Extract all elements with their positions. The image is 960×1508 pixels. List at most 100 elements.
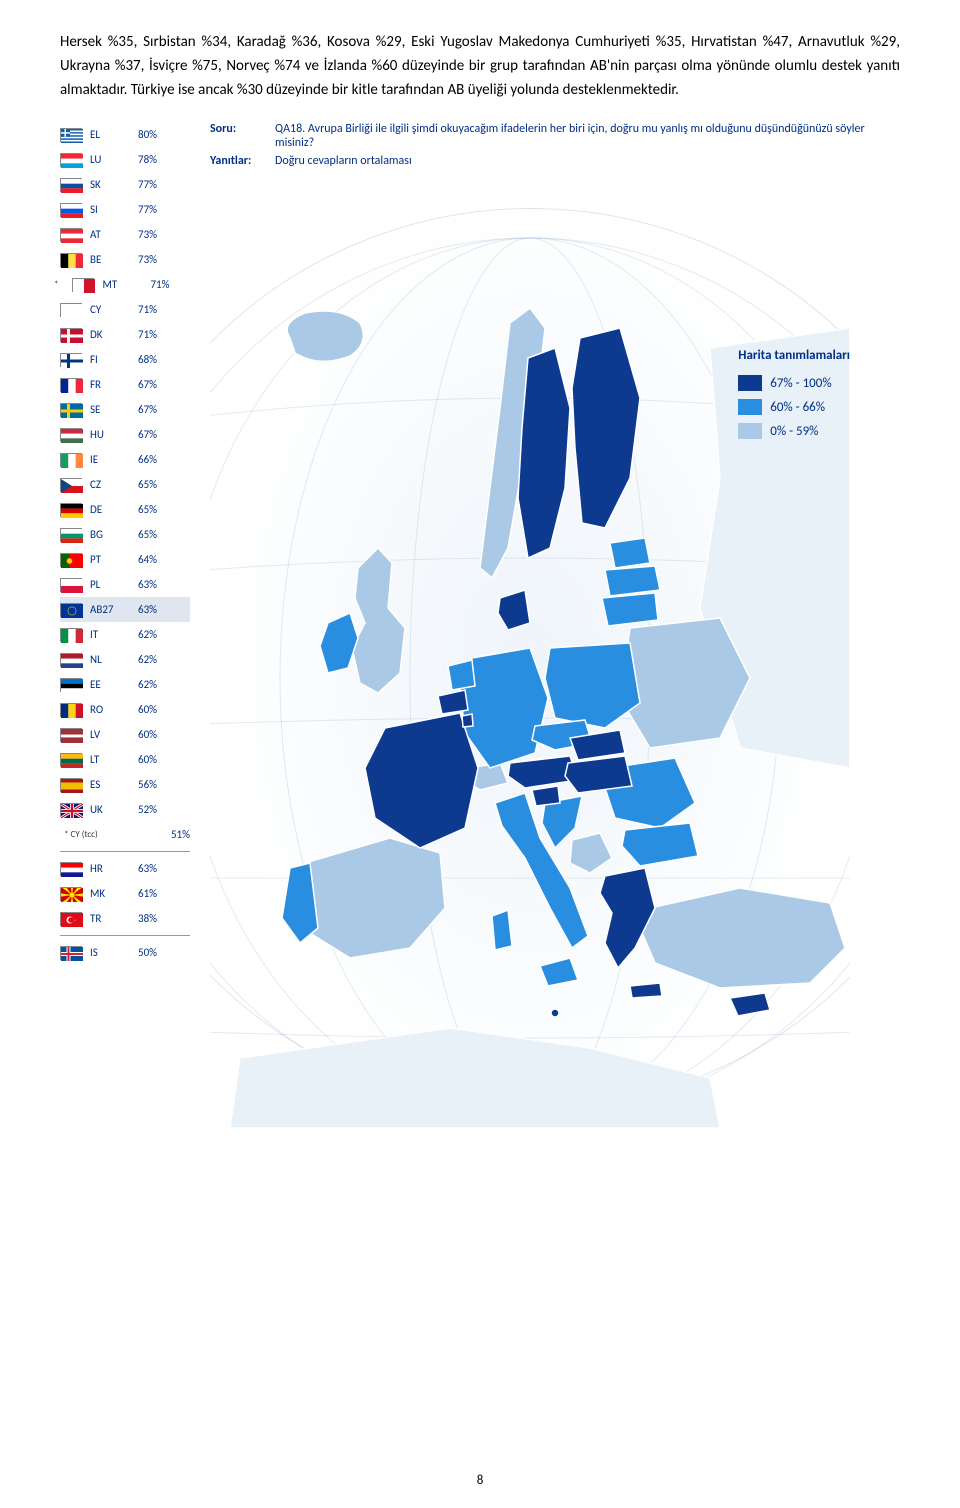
answer-label: Yanıtlar: bbox=[210, 154, 265, 168]
cy-tcc-label: * CY (tcc) bbox=[60, 829, 98, 840]
flag-mt bbox=[72, 278, 94, 292]
country-row-ie: IE 66% bbox=[60, 447, 190, 472]
country-row-ro: RO 60% bbox=[60, 697, 190, 722]
legend-swatch bbox=[738, 375, 762, 391]
country-row-ab27: AB27 63% bbox=[60, 597, 190, 622]
country-code: PT bbox=[90, 553, 130, 566]
country-code: FR bbox=[90, 378, 130, 391]
country-code: AB27 bbox=[90, 603, 130, 616]
country-pct: 73% bbox=[138, 253, 157, 266]
country-code: DK bbox=[90, 328, 130, 341]
cy-tcc-row: * CY (tcc) 51% bbox=[60, 822, 190, 847]
map-container: Harita tanımlamaları 67% - 100% 60% - 66… bbox=[210, 178, 850, 1138]
flag-sk bbox=[60, 178, 82, 192]
country-pct: 66% bbox=[138, 453, 157, 466]
flag-fr bbox=[60, 378, 82, 392]
country-pct: 63% bbox=[138, 603, 157, 616]
flag-pl bbox=[60, 578, 82, 592]
country-code: MT bbox=[102, 278, 142, 291]
country-pct: 77% bbox=[138, 203, 157, 216]
country-row-be: BE 73% bbox=[60, 247, 190, 272]
country-pct: 67% bbox=[138, 378, 157, 391]
country-code: NL bbox=[90, 653, 130, 666]
legend-swatch bbox=[738, 423, 762, 439]
country-code: IS bbox=[90, 946, 130, 959]
country-pct: 65% bbox=[138, 528, 157, 541]
separator bbox=[60, 851, 190, 852]
country-row-fr: FR 67% bbox=[60, 372, 190, 397]
country-pct: 38% bbox=[138, 912, 157, 925]
flag-bg bbox=[60, 528, 82, 542]
legend-label: 0% - 59% bbox=[770, 424, 818, 439]
map-section: Soru: QA18. Avrupa Birliği ile ilgili şi… bbox=[210, 122, 900, 1138]
country-row-pl: PL 63% bbox=[60, 572, 190, 597]
country-code: TR bbox=[90, 912, 130, 925]
country-row-bg: BG 65% bbox=[60, 522, 190, 547]
country-pct: 73% bbox=[138, 228, 157, 241]
country-code: HR bbox=[90, 862, 130, 875]
separator bbox=[60, 935, 190, 936]
country-code: ES bbox=[90, 778, 130, 791]
country-code: IE bbox=[90, 453, 130, 466]
country-pct: 62% bbox=[138, 653, 157, 666]
country-row-cz: CZ 65% bbox=[60, 472, 190, 497]
country-code: HU bbox=[90, 428, 130, 441]
flag-uk bbox=[60, 803, 82, 817]
country-code: SE bbox=[90, 403, 130, 416]
country-row-cy: CY 71% bbox=[60, 297, 190, 322]
body-paragraph: Hersek %35, Sırbistan %34, Karadağ %36, … bbox=[60, 30, 900, 102]
country-pct: 71% bbox=[150, 278, 169, 291]
cy-tcc-pct: 51% bbox=[171, 828, 190, 841]
flag-is bbox=[60, 946, 82, 960]
country-pct: 61% bbox=[138, 887, 157, 900]
country-code: RO bbox=[90, 703, 130, 716]
country-row-mk: MK 61% bbox=[60, 881, 190, 906]
flag-nl bbox=[60, 653, 82, 667]
country-row-mt: * MT 71% bbox=[60, 272, 190, 297]
country-code: IT bbox=[90, 628, 130, 641]
country-pct: 62% bbox=[138, 678, 157, 691]
flag-si bbox=[60, 203, 82, 217]
country-row-hu: HU 67% bbox=[60, 422, 190, 447]
country-row-nl: NL 62% bbox=[60, 647, 190, 672]
country-row-el: EL 80% bbox=[60, 122, 190, 147]
chart-wrapper: EL 80% LU 78% SK 77% SI 77% AT 73% BE 73… bbox=[60, 122, 900, 1138]
country-row-it: IT 62% bbox=[60, 622, 190, 647]
country-pct: 78% bbox=[138, 153, 157, 166]
flag-hu bbox=[60, 428, 82, 442]
country-pct: 60% bbox=[138, 728, 157, 741]
country-pct: 63% bbox=[138, 862, 157, 875]
country-code: LU bbox=[90, 153, 130, 166]
flag-se bbox=[60, 403, 82, 417]
country-code: EE bbox=[90, 678, 130, 691]
country-row-pt: PT 64% bbox=[60, 547, 190, 572]
answer-text: Doğru cevapların ortalaması bbox=[275, 154, 900, 168]
country-pct: 52% bbox=[138, 803, 157, 816]
country-code: SI bbox=[90, 203, 130, 216]
country-row-tr: TR 38% bbox=[60, 906, 190, 931]
country-pct: 65% bbox=[138, 503, 157, 516]
country-pct: 60% bbox=[138, 703, 157, 716]
country-code: CY bbox=[90, 303, 130, 316]
flag-lt bbox=[60, 753, 82, 767]
flag-it bbox=[60, 628, 82, 642]
legend-swatch bbox=[738, 399, 762, 415]
country-row-lv: LV 60% bbox=[60, 722, 190, 747]
legend-label: 67% - 100% bbox=[770, 376, 831, 391]
country-row-dk: DK 71% bbox=[60, 322, 190, 347]
country-code: MK bbox=[90, 887, 130, 900]
country-pct: 62% bbox=[138, 628, 157, 641]
country-code: CZ bbox=[90, 478, 130, 491]
flag-at bbox=[60, 228, 82, 242]
answer-row: Yanıtlar: Doğru cevapların ortalaması bbox=[210, 154, 900, 168]
flag-pt bbox=[60, 553, 82, 567]
flag-de bbox=[60, 503, 82, 517]
country-code: BE bbox=[90, 253, 130, 266]
question-text: QA18. Avrupa Birliği ile ilgili şimdi ok… bbox=[275, 122, 900, 150]
flag-be bbox=[60, 253, 82, 267]
country-code: LV bbox=[90, 728, 130, 741]
question-row: Soru: QA18. Avrupa Birliği ile ilgili şi… bbox=[210, 122, 900, 150]
country-row-se: SE 67% bbox=[60, 397, 190, 422]
flag-dk bbox=[60, 328, 82, 342]
country-row-at: AT 73% bbox=[60, 222, 190, 247]
